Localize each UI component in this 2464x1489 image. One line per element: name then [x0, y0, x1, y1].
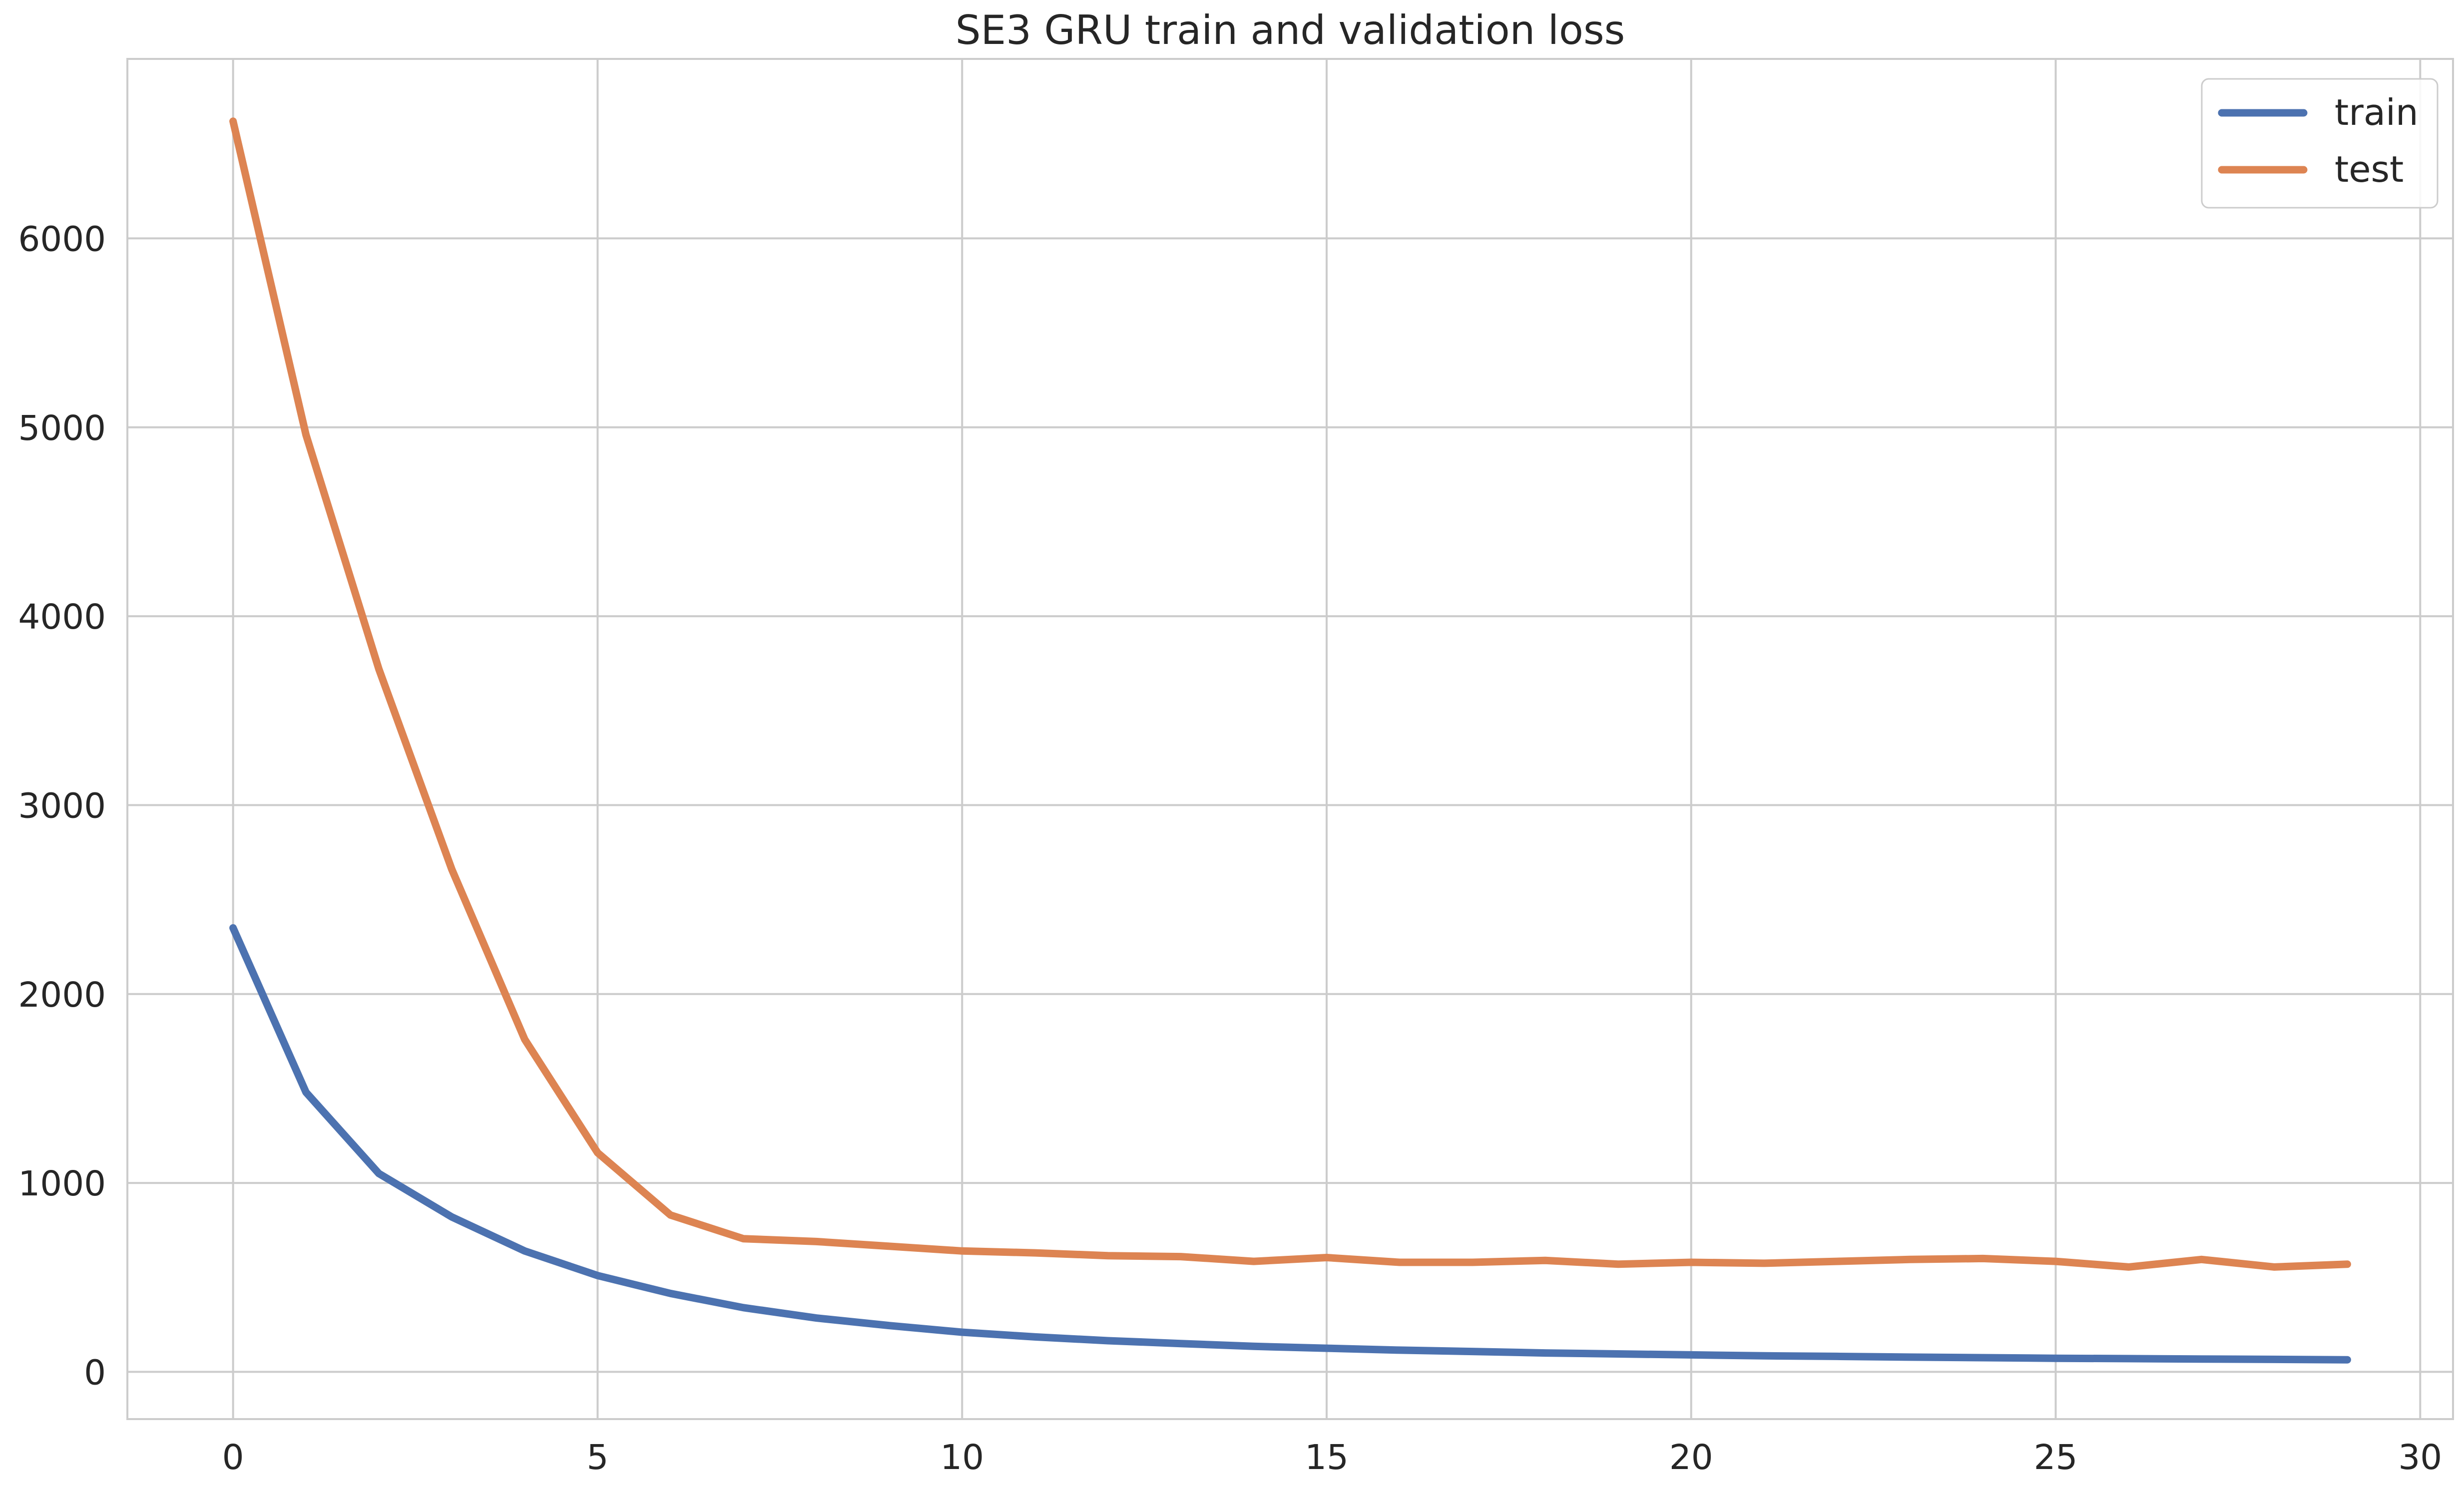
series-line-test	[229, 117, 2351, 1271]
x-tick-label: 0	[222, 1438, 244, 1478]
grid-lines	[127, 59, 2453, 1419]
y-tick-label: 2000	[18, 975, 106, 1015]
x-tick-label: 10	[940, 1438, 984, 1478]
legend-label-test: test	[2335, 148, 2404, 190]
x-tick-label: 25	[2034, 1438, 2078, 1478]
plot-frame	[126, 58, 2454, 1420]
y-tick-label: 5000	[18, 408, 106, 448]
legend: train test	[2201, 78, 2439, 209]
series-line-train	[229, 924, 2351, 1364]
y-tick-label: 6000	[18, 219, 106, 259]
x-tick-label: 5	[586, 1438, 608, 1478]
chart-title: SE3 GRU train and validation loss	[956, 7, 1625, 53]
x-tick-label: 15	[1305, 1438, 1349, 1478]
y-tick-label: 4000	[18, 597, 106, 637]
tick-labels: 0 5 10 15 20 25 30 0 1000 2000 3000 4000 5000 6000	[18, 219, 2442, 1478]
x-tick-label: 30	[2398, 1438, 2442, 1478]
y-tick-label: 0	[84, 1353, 106, 1393]
legend-label-train: train	[2335, 91, 2419, 133]
y-tick-label: 1000	[18, 1164, 106, 1204]
x-tick-label: 20	[1669, 1438, 1713, 1478]
y-tick-label: 3000	[18, 786, 106, 826]
series-lines	[229, 117, 2351, 1364]
